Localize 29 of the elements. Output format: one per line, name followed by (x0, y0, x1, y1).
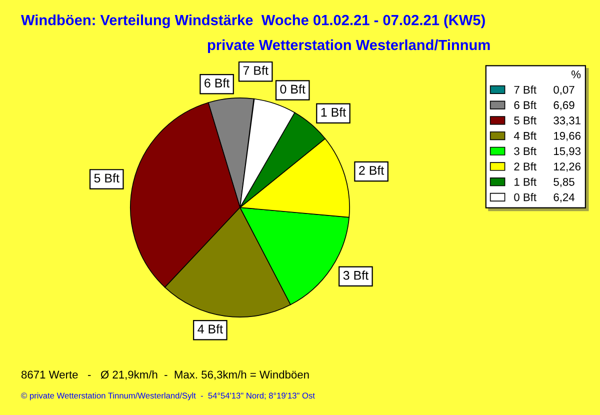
data-label: 6,24 (554, 193, 574, 203)
data-label: 12,26 (554, 162, 581, 172)
slice-label: 3 Bft (343, 270, 368, 280)
slice-label: 1 Bft (321, 108, 346, 117)
slice-label: 2 Bft (359, 166, 384, 175)
data-label: 19,66 (554, 132, 581, 142)
slice-label: 0 Bft (280, 84, 306, 94)
legend-label: 2 Bft (514, 162, 536, 170)
legend-label: 3 Bft (514, 146, 536, 156)
text: © private Wetterstation Tinnum/Westerland/Sylt - 54°54'13" Nord; 8°19'13" Ost (21, 392, 315, 400)
slice-label: 5 Bft (94, 173, 120, 183)
legend-label: 1 Bft (514, 178, 536, 186)
data-label: 0,07 (554, 86, 574, 96)
chart-subtitle: private Wetterstation Westerland/Tinnum (208, 39, 490, 54)
slice-label: 4 Bft (198, 324, 223, 334)
data-label: 5,85 (554, 178, 574, 188)
legend-label: 4 Bft (514, 132, 536, 140)
chart-title: Windböen: Verteilung Windstärke Woche 01.02.21 - 07.02.21 (KW5) (21, 14, 485, 28)
legend-label: 6 Bft (514, 100, 536, 110)
slice-label: 6 Bft (204, 78, 230, 88)
data-label: 33,31 (554, 116, 580, 126)
text: 8671 Werte - Ø 21,9km/h - Max. 56,3km/h = Windböen (21, 370, 309, 380)
data-label: 15,93 (554, 147, 581, 156)
legend-title: % (572, 70, 581, 78)
data-label: 6,69 (554, 101, 574, 110)
legend-label: 7 Bft (514, 86, 536, 94)
slice-label: 7 Bft (243, 66, 268, 75)
legend-label: 0 Bft (514, 193, 536, 202)
legend-label: 5 Bft (514, 116, 536, 124)
